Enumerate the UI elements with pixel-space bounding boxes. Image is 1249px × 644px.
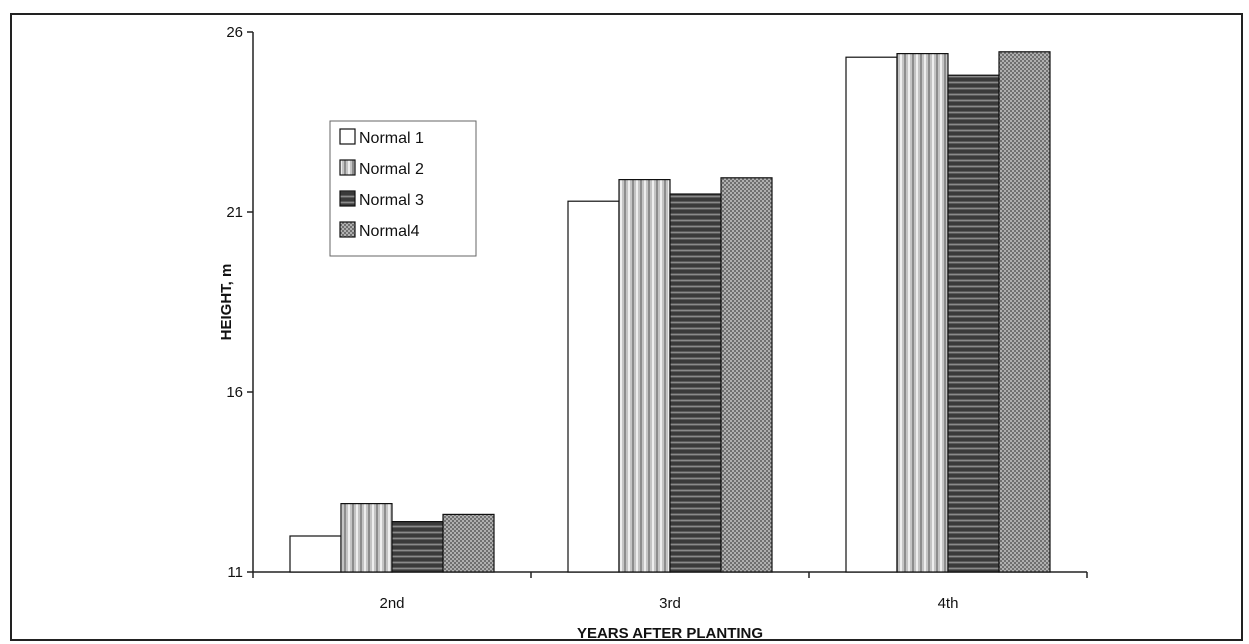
legend-label: Normal 1 — [359, 130, 424, 147]
y-axis-title: HEIGHT, m — [218, 264, 235, 341]
legend-label: Normal 3 — [359, 192, 424, 209]
y-tick-label: 21 — [226, 204, 243, 221]
bar — [340, 503, 393, 573]
bar — [720, 177, 773, 573]
y-tick-label: 16 — [226, 384, 243, 401]
x-tick-label: 4th — [938, 595, 959, 612]
legend: Normal 1 Normal 2 Normal 3 Normal4 — [329, 120, 477, 257]
bars — [289, 51, 1051, 573]
legend-swatch — [339, 128, 356, 145]
x-tick-label: 3rd — [659, 595, 681, 612]
legend-label: Normal4 — [359, 223, 420, 240]
bar — [289, 535, 342, 573]
legend-swatch — [339, 159, 356, 176]
x-ticks: 2nd 3rd 4th — [252, 572, 1088, 612]
bar — [896, 52, 949, 573]
bar — [618, 179, 671, 573]
bar — [845, 56, 898, 573]
bar — [998, 51, 1051, 573]
y-ticks: 11 16 21 26 — [226, 24, 253, 581]
legend-swatch — [339, 221, 356, 238]
legend-swatch — [339, 190, 356, 207]
y-tick-label: 26 — [226, 24, 243, 41]
y-tick-label: 11 — [227, 564, 243, 581]
bar — [669, 193, 722, 573]
bar — [442, 513, 495, 573]
bar — [567, 200, 620, 573]
bar — [947, 74, 1000, 573]
x-tick-label: 2nd — [379, 595, 404, 612]
x-axis-title: YEARS AFTER PLANTING — [577, 625, 763, 642]
legend-label: Normal 2 — [359, 161, 424, 178]
bar — [391, 520, 444, 573]
